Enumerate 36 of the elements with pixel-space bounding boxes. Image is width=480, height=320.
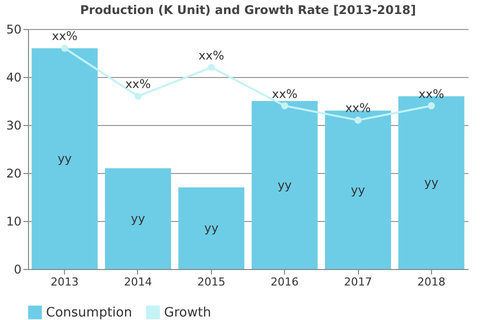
data-label: xx% [272, 86, 298, 101]
x-tick-label: 2014 [124, 276, 152, 288]
data-label: yy [204, 221, 218, 236]
bar [325, 110, 391, 269]
x-tick-label: 2018 [417, 276, 446, 288]
data-label: yy [130, 212, 146, 226]
x-tick-label: 2016 [270, 276, 299, 288]
data-label: yy [58, 152, 72, 166]
data-label: xx% [198, 48, 224, 62]
x-tick-label: 2017 [344, 276, 372, 288]
legend-label: Consumption [46, 305, 132, 320]
x-tick-label: 2015 [197, 276, 226, 288]
point [281, 102, 288, 110]
data-label: yy [424, 176, 438, 190]
data-label: xx% [52, 29, 78, 44]
point [61, 44, 68, 52]
data-label: yy [350, 182, 366, 197]
y-tick-label: 20 [6, 166, 22, 180]
x-tick-label: 2013 [50, 276, 79, 288]
y-tick-label: 30 [6, 118, 22, 132]
point [134, 92, 142, 100]
bar [105, 168, 171, 269]
y-tick-label: 50 [6, 22, 22, 36]
legend-label: Growth [164, 305, 212, 320]
data-label: xx% [125, 77, 151, 92]
bar [32, 48, 98, 269]
chart-title: Production (K Unit) and Growth Rate [2013-2018] [80, 3, 416, 17]
point [354, 116, 362, 124]
point [208, 64, 215, 71]
bar [178, 187, 244, 269]
point [428, 102, 435, 110]
bar [252, 101, 318, 269]
y-tick-label: 10 [6, 214, 22, 228]
y-tick-label: 0 [14, 262, 22, 276]
y-tick-label: 40 [6, 70, 22, 84]
data-label: yy [278, 178, 292, 192]
